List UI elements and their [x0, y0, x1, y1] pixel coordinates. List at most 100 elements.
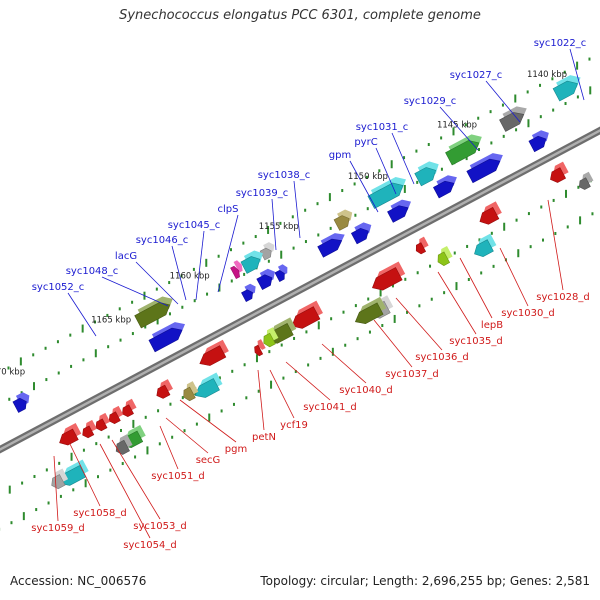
tick-mark [366, 207, 369, 211]
tick-mark [35, 508, 38, 512]
blue-gene-arrow [256, 274, 273, 291]
tick-mark [291, 215, 294, 219]
gray-gene-arrow [499, 112, 525, 132]
forward-gene-label: syc1031_c [356, 122, 409, 133]
red-gene-arrow [95, 418, 108, 432]
kbp-label: 1150 kbp [348, 172, 388, 182]
tick-mark [566, 225, 569, 229]
genome-summary-text: Topology: circular; Length: 2,696,255 bp… [260, 574, 590, 588]
magenta-gene-arrow [230, 265, 240, 280]
accession-text: Accession: NC_006576 [10, 574, 147, 588]
tick-mark [540, 205, 543, 209]
tick-mark [552, 108, 555, 112]
reverse-gene-leader-line [257, 369, 265, 431]
tick-mark [168, 281, 171, 285]
tick-mark [515, 128, 518, 132]
blue-gene-arrow [433, 180, 455, 199]
reverse-gene-leader-line [547, 199, 564, 291]
forward-gene-leader-line [375, 147, 397, 195]
tick-mark [270, 380, 273, 389]
tick-mark [72, 488, 75, 492]
tick-mark [589, 86, 592, 95]
reverse-gene-label: secG [196, 455, 221, 466]
tick-mark [492, 264, 495, 268]
tick-mark [329, 226, 332, 230]
tick-mark [70, 364, 73, 368]
tick-mark [502, 134, 505, 138]
blue-gene-arrow [528, 135, 547, 153]
blue-gene-arrow [466, 158, 501, 184]
forward-gene-leader-line [101, 276, 169, 307]
tick-mark [32, 382, 35, 391]
tick-mark [121, 462, 124, 466]
tick-mark [391, 284, 394, 288]
forward-gene-leader-line [217, 214, 239, 293]
cyan-gene-arrow [414, 167, 437, 187]
reverse-gene-leader-line [499, 247, 529, 307]
forward-gene-leader-line [349, 160, 379, 213]
tick-mark [577, 185, 580, 189]
red-gene-arrow [550, 167, 567, 183]
tick-mark [501, 103, 504, 107]
forward-gene-leader-line [439, 106, 479, 151]
olive-gene-arrow [354, 302, 384, 325]
reverse-gene-label: syc1053_d [133, 521, 186, 532]
blue-gene-arrow [387, 205, 409, 223]
tick-mark [356, 337, 359, 341]
tick-mark [429, 264, 432, 268]
tick-mark [280, 343, 283, 347]
forward-gene-leader-line [171, 245, 187, 301]
forward-gene-label: syc1038_c [258, 170, 311, 181]
tick-mark [107, 345, 110, 349]
tick-mark [368, 330, 371, 334]
tick-mark [205, 258, 208, 267]
tick-mark [32, 353, 35, 357]
tick-mark [466, 244, 469, 248]
red-gene-arrow [415, 242, 427, 255]
reverse-gene-leader-line [437, 271, 477, 335]
tick-mark [192, 267, 195, 271]
tick-mark [563, 70, 566, 74]
tick-mark [94, 349, 97, 358]
tick-mark [588, 57, 591, 61]
tick-mark [503, 222, 506, 231]
tick-mark [21, 481, 24, 485]
tick-mark [231, 369, 234, 373]
tick-mark [416, 271, 419, 275]
tick-mark [146, 446, 149, 455]
tick-mark [168, 312, 171, 316]
tick-mark [195, 422, 198, 426]
tick-mark [220, 409, 223, 413]
reverse-gene-leader-line [459, 257, 493, 319]
tick-mark [81, 324, 84, 333]
tick-mark [282, 376, 285, 380]
reverse-gene-label: syc1037_d [385, 369, 438, 380]
tick-mark [317, 321, 320, 330]
red-gene-arrow [479, 206, 500, 225]
tick-mark [107, 435, 110, 439]
tick-mark [156, 316, 159, 325]
red-gene-arrow [156, 384, 171, 399]
lime-gene-arrow [263, 332, 276, 348]
tick-mark [208, 413, 211, 422]
footer: Accession: NC_006576 Topology: circular;… [10, 574, 590, 590]
blue-gene-arrow [148, 327, 183, 353]
forward-gene-leader-line [135, 261, 179, 305]
tick-mark [307, 363, 310, 367]
tick-mark [84, 479, 87, 488]
tick-mark [527, 119, 530, 128]
tick-mark [576, 95, 579, 99]
tick-mark [517, 249, 520, 258]
tick-mark [96, 475, 99, 479]
forward-gene-label: syc1046_c [136, 235, 189, 246]
tick-mark [489, 110, 492, 114]
reverse-gene-label: syc1030_d [501, 308, 554, 319]
tick-mark [119, 338, 122, 342]
tick-mark [515, 218, 518, 222]
tick-mark [57, 371, 60, 375]
tick-mark [20, 391, 23, 395]
tick-mark [94, 320, 97, 324]
tick-mark [551, 77, 554, 81]
blue-gene-arrow-top [277, 264, 288, 276]
